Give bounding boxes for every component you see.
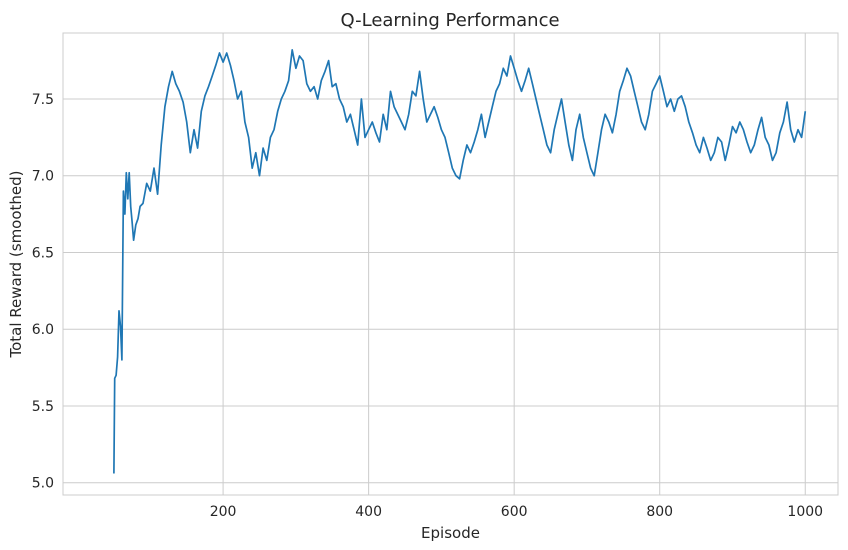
series-line-0 [113, 49, 807, 474]
y-tick-label: 5.5 [32, 399, 54, 415]
x-tick-label: 1000 [787, 504, 823, 520]
x-axis-label: Episode [421, 524, 480, 542]
y-axis-label: Total Reward (smoothed) [7, 170, 25, 358]
plot-frame [62, 32, 839, 496]
x-tick-label: 200 [210, 504, 237, 520]
series-layer [113, 49, 807, 474]
y-tick-label: 7.5 [32, 92, 54, 108]
y-tick-label: 7.0 [32, 169, 54, 185]
x-tick-label: 600 [501, 504, 528, 520]
y-tick-label: 6.5 [32, 245, 54, 261]
x-tick-label: 400 [355, 504, 382, 520]
y-tick-label: 6.0 [32, 322, 54, 338]
x-tick-label: 800 [646, 504, 673, 520]
chart-title: Q-Learning Performance [340, 10, 559, 31]
grid-layer [63, 33, 838, 495]
y-tick-label: 5.0 [32, 476, 54, 492]
tick-layer: 200 400 600 800 1000 5.0 5.5 6.0 6.5 7.0 7.5 [32, 92, 823, 520]
